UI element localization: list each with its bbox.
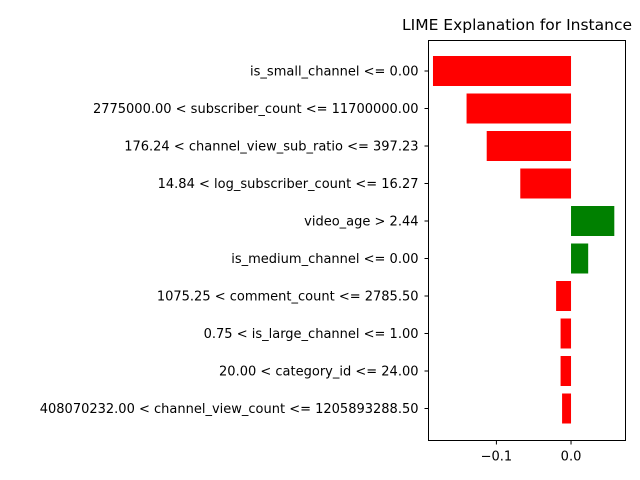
y-tick-label: 14.84 < log_subscriber_count <= 16.27 — [158, 177, 419, 192]
bar — [560, 318, 572, 349]
bar — [562, 393, 572, 424]
y-tick-label: 0.75 < is_large_channel <= 1.00 — [204, 327, 419, 342]
x-tick-label: 0.0 — [561, 450, 582, 465]
y-tick-label: video_age > 2.44 — [304, 215, 418, 230]
bar — [571, 243, 589, 274]
bars-group — [432, 56, 615, 424]
y-tick-labels: is_small_channel <= 0.00 2775000.00 < sub… — [40, 65, 429, 417]
y-tick-label: 176.24 < channel_view_sub_ratio <= 397.2… — [124, 140, 418, 155]
bar — [560, 356, 572, 386]
y-tick-label: 408070232.00 < channel_view_count <= 120… — [40, 402, 419, 417]
y-tick-label: 1075.25 < comment_count <= 2785.50 — [157, 290, 419, 305]
bar — [556, 281, 572, 311]
x-tick-label: −0.1 — [481, 450, 513, 465]
bar — [486, 131, 572, 161]
y-tick-label: is_small_channel <= 0.00 — [250, 65, 418, 80]
chart-title: LIME Explanation for Instance — [402, 16, 632, 34]
bar — [432, 56, 572, 86]
y-tick-label: 2775000.00 < subscriber_count <= 1170000… — [93, 102, 419, 117]
x-axis: −0.1 0.0 — [481, 440, 582, 465]
bar — [520, 168, 572, 199]
plot-frame — [428, 40, 626, 441]
bar — [571, 206, 615, 236]
y-tick-label: is_medium_channel <= 0.00 — [231, 252, 418, 267]
bar — [466, 93, 572, 124]
y-tick-label: 20.00 < category_id <= 24.00 — [219, 365, 418, 380]
